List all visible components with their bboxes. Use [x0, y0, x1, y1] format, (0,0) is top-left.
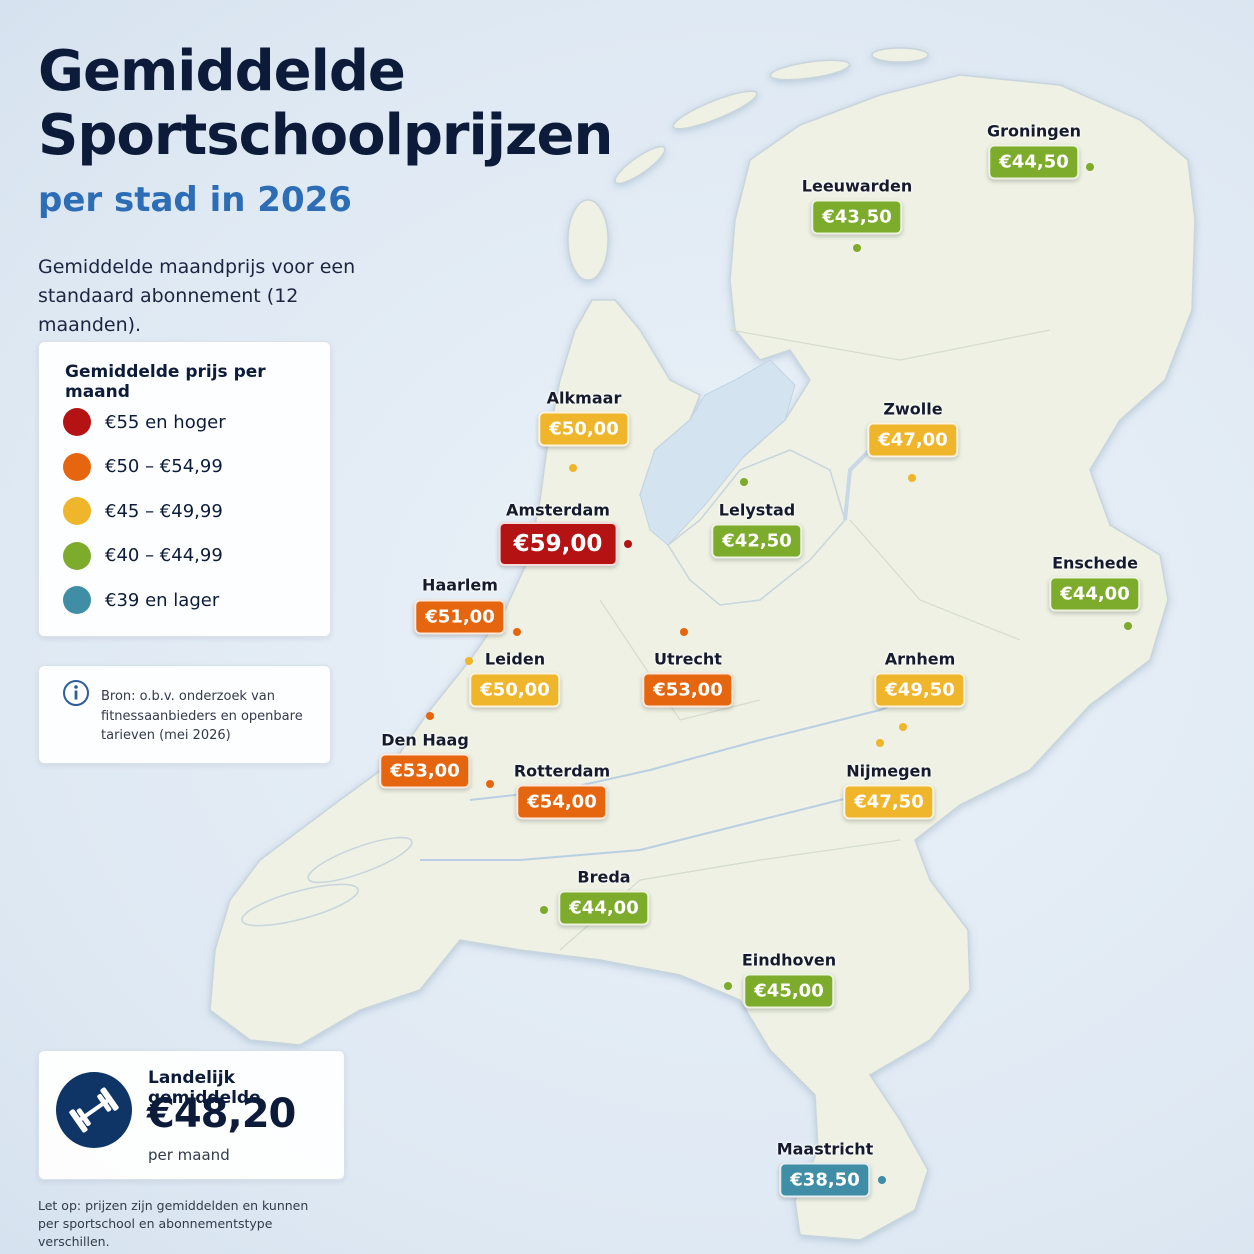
terschelling: [672, 90, 758, 130]
legend-item: €45 – €49,99: [63, 497, 223, 525]
mainland: [209, 74, 1196, 1241]
city-name: Haarlem: [422, 575, 498, 595]
city-dot: [878, 1176, 886, 1184]
city-name: Den Haag: [381, 730, 469, 750]
legend-swatch: [63, 497, 91, 525]
city-dot: [740, 478, 748, 486]
price-badge: €51,00: [414, 599, 506, 635]
legend-label: €55 en hoger: [105, 411, 226, 433]
city-dot: [899, 723, 907, 731]
price-badge: €53,00: [379, 753, 471, 789]
city-name: Lelystad: [718, 500, 796, 520]
city-name: Arnhem: [884, 649, 956, 669]
city-dot: [426, 712, 434, 720]
schiermonnikoog: [871, 47, 929, 63]
border-lines: [559, 329, 1051, 951]
legend-item: €39 en lager: [63, 586, 219, 614]
city-name: Utrecht: [654, 649, 722, 669]
city-name: Groningen: [987, 121, 1081, 141]
legend-swatch: [63, 586, 91, 614]
price-badge: €50,00: [469, 672, 561, 708]
legend-label: €45 – €49,99: [105, 500, 223, 522]
subtitle: per stad in 2026: [38, 180, 352, 220]
city-dot: [513, 628, 521, 636]
title-line: Gemiddelde: [38, 39, 406, 104]
city-name: Breda: [577, 867, 631, 887]
title: Gemiddelde Sportschoolprijzen: [38, 39, 613, 168]
legend-swatch: [63, 452, 91, 481]
city-dot: [680, 628, 688, 636]
national-label: Landelijk gemiddelde: [148, 1068, 261, 1108]
footnote: Let op: prijzen zijn gemiddelden en kunn…: [38, 1198, 309, 1249]
zeeland-island-1: [241, 883, 359, 927]
city-name: Eindhoven: [741, 950, 837, 970]
price-badge: €54,00: [516, 784, 608, 820]
legend-title: Gemiddelde prijs per maand: [65, 362, 266, 402]
legend-label: €50 – €54,99: [105, 456, 223, 477]
source-text: Bron: o.b.v. onderzoek van fitnessaanbie…: [101, 689, 303, 743]
legend-item: €55 en hoger: [63, 408, 226, 436]
price-badge: €45,00: [743, 973, 835, 1009]
city-name: Zwolle: [883, 399, 943, 419]
city-name: Leeuwarden: [801, 176, 913, 196]
city-name: Maastricht: [776, 1139, 874, 1159]
land: [209, 47, 1196, 1241]
dumbbell-icon: [56, 1072, 132, 1148]
city-dot: [465, 657, 473, 665]
price-badge: €47,00: [867, 422, 959, 458]
price-badge: €53,00: [642, 672, 734, 708]
price-badge: €43,50: [811, 199, 903, 235]
city-dot: [724, 982, 732, 990]
price-badge: €47,50: [843, 784, 935, 820]
legend-swatch: [63, 541, 91, 570]
legend-label: €39 en lager: [105, 589, 220, 611]
price-badge: €44,50: [988, 144, 1080, 180]
national-value: €48,20: [147, 1091, 296, 1137]
city-dot: [569, 464, 577, 472]
legend-item: €40 – €44,99: [63, 541, 223, 570]
national-unit: per maand: [148, 1146, 230, 1164]
city-dot: [908, 474, 916, 482]
price-badge: €50,00: [538, 411, 630, 447]
source-box: Bron: o.b.v. onderzoek van fitnessaanbie…: [38, 665, 331, 764]
price-badge: €44,00: [558, 890, 650, 926]
city-dot: [624, 540, 632, 548]
legend-swatch: [63, 408, 91, 436]
city-dot: [1086, 163, 1094, 171]
title-line: Sportschoolprijzen: [38, 103, 613, 168]
description: Gemiddelde maandprijs voor een standaard…: [38, 256, 356, 336]
city-dot: [853, 244, 861, 252]
zeeland-island-2: [307, 836, 413, 884]
legend: Gemiddelde prijs per maand €55 en hoger €…: [38, 341, 331, 637]
city-dot: [486, 780, 494, 788]
price-badge: €59,00: [498, 522, 618, 566]
ameland: [769, 59, 851, 81]
info-icon: [63, 680, 89, 706]
city-name: Rotterdam: [513, 761, 611, 781]
legend-item: €50 – €54,99: [63, 452, 223, 481]
price-badge: €49,50: [874, 672, 966, 708]
price-badge: €44,00: [1049, 576, 1141, 612]
city-name: Enschede: [1052, 553, 1138, 573]
legend-label: €40 – €44,99: [105, 545, 223, 566]
city-name: Leiden: [484, 649, 546, 669]
price-badge: €42,50: [711, 523, 803, 559]
city-name: Amsterdam: [506, 500, 610, 520]
city-dot: [540, 906, 548, 914]
city-name: Nijmegen: [846, 761, 932, 781]
vlieland: [614, 145, 666, 185]
price-badge: €38,50: [779, 1162, 871, 1198]
city-name: Alkmaar: [546, 388, 622, 408]
national-average: Landelijk gemiddelde €48,20 per maand: [38, 1050, 345, 1180]
city-dot: [1124, 622, 1132, 630]
texel: [567, 199, 609, 281]
city-dot: [876, 739, 884, 747]
ijsselmeer: [639, 359, 796, 546]
